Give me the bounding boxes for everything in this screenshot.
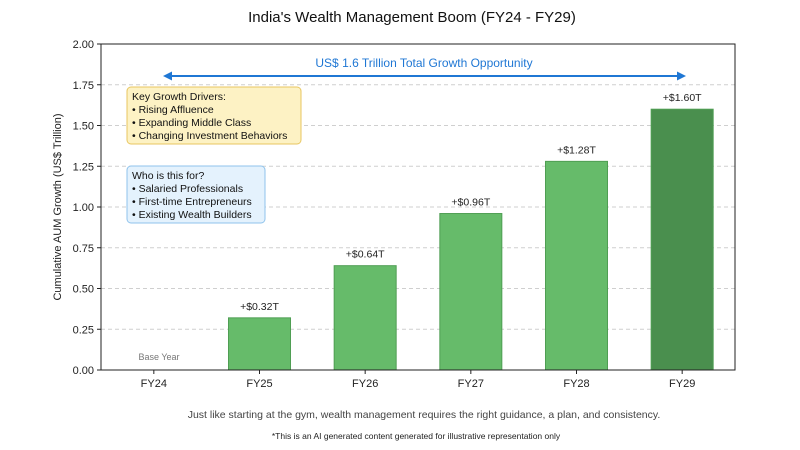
caption: Just like starting at the gym, wealth ma… — [188, 409, 661, 421]
bars — [228, 108, 714, 371]
y-tick-label: 2.00 — [73, 39, 94, 51]
y-tick-label: 0.25 — [73, 324, 94, 336]
x-tick-label: FY24 — [141, 378, 167, 390]
data-labels: +$0.32T +$0.64T +$0.96T +$1.28T +$1.60T — [240, 92, 702, 313]
data-label: +$0.96T — [451, 197, 490, 209]
y-tick-label: 1.50 — [73, 121, 94, 133]
x-tick-label: FY27 — [458, 378, 484, 390]
chart-title: India's Wealth Management Boom (FY24 - F… — [248, 9, 576, 26]
audience-box: Who is this for?• Salaried Professionals… — [126, 165, 266, 224]
bar-fy26 — [333, 265, 397, 371]
data-label: +$1.60T — [663, 92, 702, 104]
y-tick-label: 0.75 — [73, 243, 94, 255]
growth-drivers-box-item: • Changing Investment Behaviors — [132, 130, 287, 142]
bar-fy27 — [439, 213, 503, 371]
base-year-label: Base Year — [138, 352, 179, 362]
audience-box-item: • Existing Wealth Builders — [132, 209, 252, 221]
y-tick-labels: 0.00 0.25 0.50 0.75 1.00 1.25 1.50 1.75 2.00 — [73, 39, 101, 377]
y-tick-label: 1.00 — [73, 202, 94, 214]
y-axis-label: Cumulative AUM Growth (US$ Trillion) — [52, 113, 64, 300]
growth-drivers-box: Key Growth Drivers:• Rising Affluence• E… — [126, 86, 302, 145]
y-tick-label: 0.50 — [73, 284, 94, 296]
growth-drivers-box-heading: Key Growth Drivers: — [132, 91, 226, 103]
data-label: +$0.64T — [346, 249, 385, 261]
arrow-head-left — [163, 71, 172, 81]
x-tick-label: FY28 — [563, 378, 589, 390]
x-tick-label: FY25 — [246, 378, 272, 390]
annotation-boxes: Key Growth Drivers:• Rising Affluence• E… — [126, 86, 302, 224]
audience-box-background — [126, 165, 266, 224]
x-tick-label: FY26 — [352, 378, 378, 390]
bar-fy29 — [650, 108, 714, 371]
x-tick-label: FY29 — [669, 378, 695, 390]
y-tick-label: 1.75 — [73, 80, 94, 92]
audience-box-item: • First-time Entrepreneurs — [132, 196, 252, 208]
bar-fy25 — [228, 317, 291, 371]
y-tick-label: 0.00 — [73, 365, 94, 377]
growth-drivers-box-background — [126, 86, 302, 145]
data-label: +$0.32T — [240, 301, 279, 313]
footnote: *This is an AI generated content generat… — [272, 431, 561, 441]
audience-box-item: • Salaried Professionals — [132, 183, 243, 195]
bar-fy28 — [545, 160, 608, 371]
data-label: +$1.28T — [557, 144, 596, 156]
growth-drivers-box-item: • Expanding Middle Class — [132, 117, 251, 129]
growth-drivers-box-item: • Rising Affluence — [132, 104, 214, 116]
growth-arrow-label: US$ 1.6 Trillion Total Growth Opportunit… — [315, 56, 532, 70]
x-tick-labels: FY24 FY25 FY26 FY27 FY28 FY29 — [141, 370, 695, 390]
arrow-head-right — [677, 71, 686, 81]
growth-arrow — [163, 71, 686, 81]
audience-box-heading: Who is this for? — [132, 170, 205, 182]
y-tick-label: 1.25 — [73, 161, 94, 173]
